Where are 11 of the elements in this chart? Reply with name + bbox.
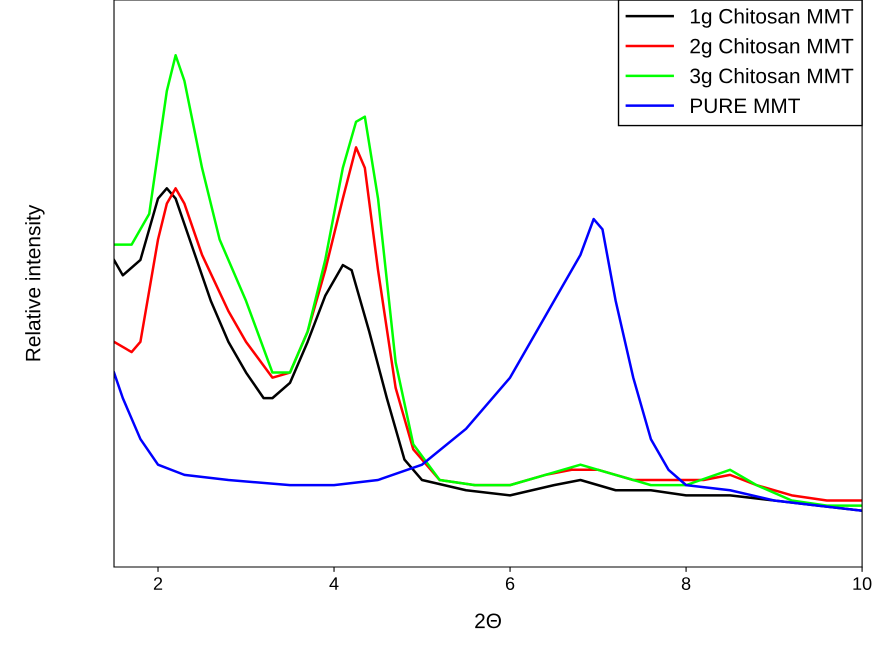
- y-axis-title: Relative intensity: [25, 204, 45, 361]
- legend-label: 1g Chitosan MMT: [690, 8, 854, 28]
- legend-label: PURE MMT: [691, 98, 800, 114]
- legend-label: 3g Chitosan MMT: [690, 68, 854, 88]
- x-axis-title: 2Θ: [475, 614, 501, 628]
- x-tick-label: 6: [506, 577, 514, 590]
- x-tick-label: 2: [154, 577, 162, 590]
- x-tick-label: 4: [329, 577, 339, 590]
- legend-label: 2g Chitosan MMT: [690, 38, 854, 58]
- x-tick-label: 10: [853, 577, 872, 590]
- x-tick-label: 8: [682, 577, 690, 590]
